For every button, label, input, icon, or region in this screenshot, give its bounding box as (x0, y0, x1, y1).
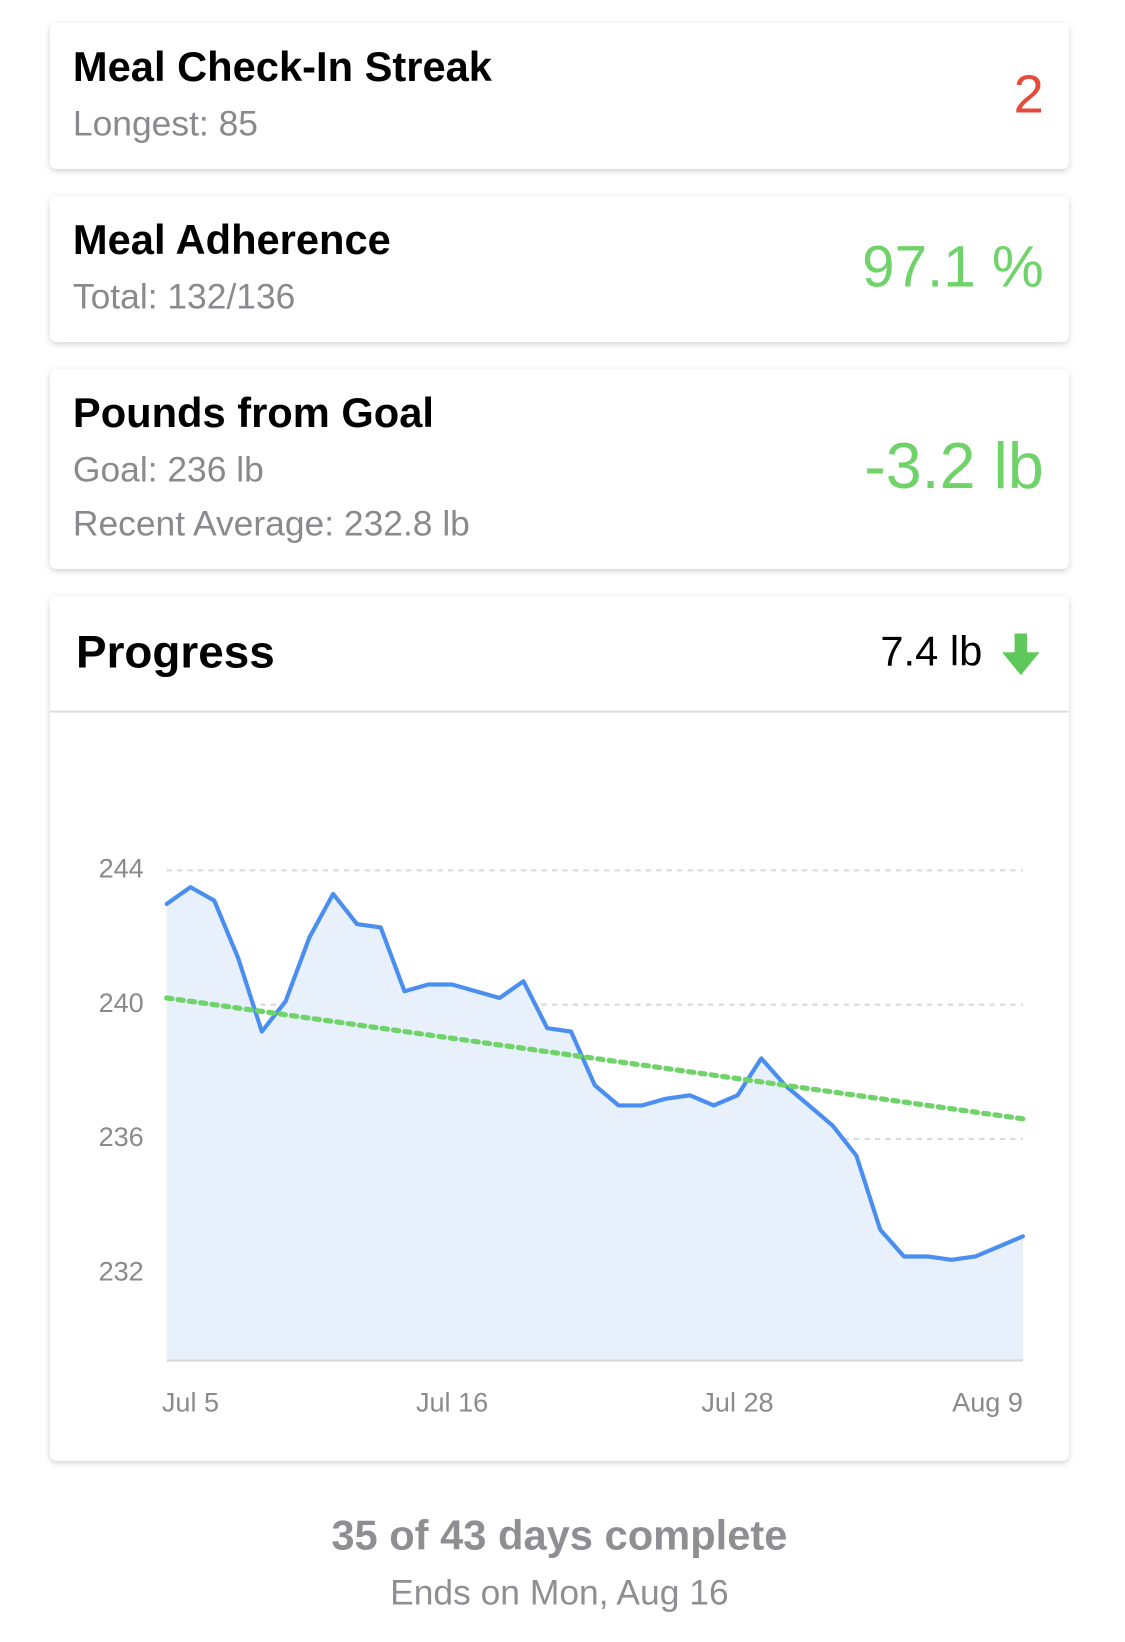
card-value: -3.2 lb (864, 430, 1043, 502)
card-title: Pounds from Goal (73, 389, 434, 436)
card-background (50, 23, 1069, 169)
y-tick-label: 232 (99, 1255, 144, 1286)
x-tick-label: Aug 9 (952, 1386, 1023, 1417)
card-title: Meal Check-In Streak (73, 43, 493, 90)
weight-line (164, 885, 1025, 1262)
progress-title: Progress (76, 626, 275, 677)
card-value: 2 (1014, 64, 1044, 124)
footer-title: 35 of 43 days complete (331, 1512, 787, 1559)
y-tick-label: 236 (99, 1121, 144, 1152)
area-fill (166, 887, 1023, 1361)
footer-subtitle: Ends on Mon, Aug 16 (390, 1572, 729, 1612)
y-tick-label: 244 (99, 853, 144, 884)
progress-change: 7.4 lb (880, 627, 982, 674)
stat-card: Meal Check-In Streak Longest: 85 2 (50, 23, 1069, 169)
card-title: Meal Adherence (73, 216, 391, 263)
y-tick-label: 240 (99, 987, 144, 1018)
stat-card: Meal Adherence Total: 132/136 97.1 % (50, 196, 1069, 342)
card-background (50, 196, 1069, 342)
progress-card: Progress 7.4 lb 232 236 240 244 Jul 5 Jul 16 J… (50, 596, 1069, 1461)
down-arrow-icon (1002, 633, 1040, 676)
x-tick-label: Jul 5 (162, 1386, 219, 1417)
card-value: 97.1 % (862, 234, 1044, 299)
stat-card: Pounds from Goal Goal: 236 lb Recent Avera… (50, 368, 1069, 569)
cards: Meal Check-In Streak Longest: 85 2 Meal Adh… (50, 23, 1069, 569)
x-tick-label: Jul 28 (701, 1386, 773, 1417)
card-detail: Longest: 85 (73, 104, 258, 144)
x-tick-label: Jul 16 (416, 1386, 488, 1417)
card-detail: Total: 132/136 (73, 276, 295, 316)
trend-line (164, 995, 1026, 1122)
card-detail: Recent Average: 232.8 lb (73, 504, 470, 544)
card-background (50, 368, 1069, 569)
chart: 232 236 240 244 Jul 5 Jul 16 Jul 28 Aug 9 (99, 853, 1026, 1417)
card-detail: Goal: 236 lb (73, 449, 264, 489)
